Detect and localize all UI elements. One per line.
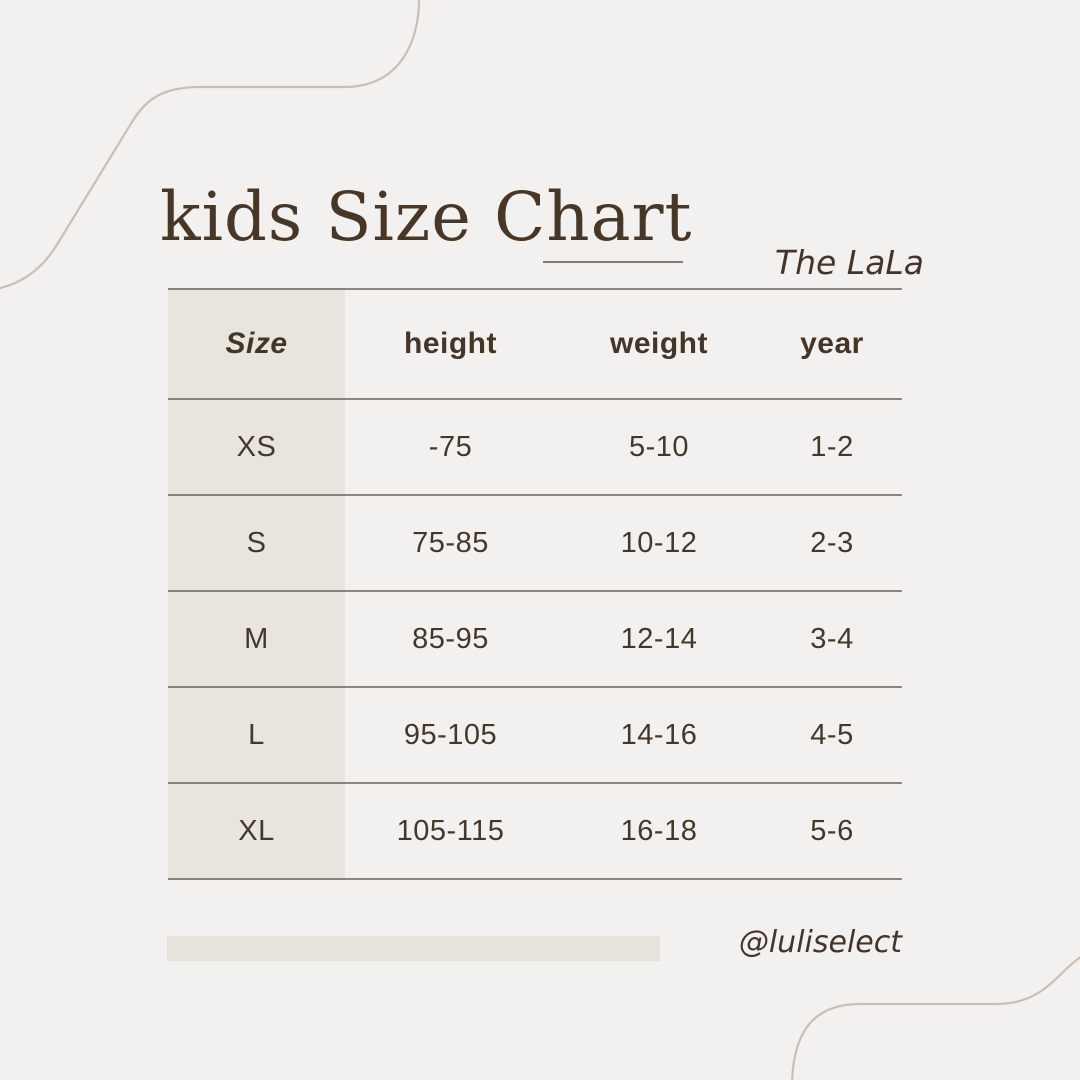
- decorative-curve-bottom-right: [791, 956, 1080, 1080]
- table-header-row: Size height weight year: [168, 290, 902, 400]
- table-cell-height: 95-105: [403, 718, 498, 751]
- table-cell-year: 5-6: [810, 814, 854, 847]
- table-row: L 95-105 14-16 4-5: [168, 688, 902, 784]
- table-cell-size: S: [168, 496, 345, 590]
- table-cell-size: M: [168, 592, 345, 686]
- column-header-height: height: [404, 327, 497, 360]
- table-cell-weight: 14-16: [620, 718, 698, 751]
- table-cell-size: XL: [168, 784, 345, 878]
- table-cell-size: L: [168, 688, 345, 782]
- page-title: kids Size Chart: [160, 178, 693, 256]
- table-cell-weight: 16-18: [620, 814, 698, 847]
- table-cell-weight: 5-10: [628, 430, 690, 463]
- brand-name: The LaLa: [774, 243, 924, 282]
- table-row: S 75-85 10-12 2-3: [168, 496, 902, 592]
- table-cell-height: 105-115: [396, 814, 505, 847]
- title-underline: [543, 261, 683, 263]
- table-row: XL 105-115 16-18 5-6: [168, 784, 902, 880]
- column-header-year: year: [800, 327, 864, 360]
- table-cell-year: 3-4: [810, 622, 854, 655]
- table-cell-height: 85-95: [412, 622, 489, 655]
- table-row: M 85-95 12-14 3-4: [168, 592, 902, 688]
- table-cell-weight: 10-12: [620, 526, 698, 559]
- table-cell-weight: 12-14: [620, 622, 698, 655]
- column-header-size: Size: [168, 290, 345, 398]
- table-cell-year: 2-3: [810, 526, 854, 559]
- table-cell-size: XS: [168, 400, 345, 494]
- size-chart-table: Size height weight year XS -75 5-10 1-2 …: [168, 288, 902, 880]
- table-cell-year: 4-5: [810, 718, 854, 751]
- table-cell-year: 1-2: [810, 430, 854, 463]
- table-row: XS -75 5-10 1-2: [168, 400, 902, 496]
- social-handle: @luliselect: [738, 925, 902, 960]
- table-cell-height: -75: [428, 430, 473, 463]
- footer-accent-bar: [167, 936, 660, 961]
- table-cell-height: 75-85: [412, 526, 489, 559]
- column-header-weight: weight: [610, 327, 708, 360]
